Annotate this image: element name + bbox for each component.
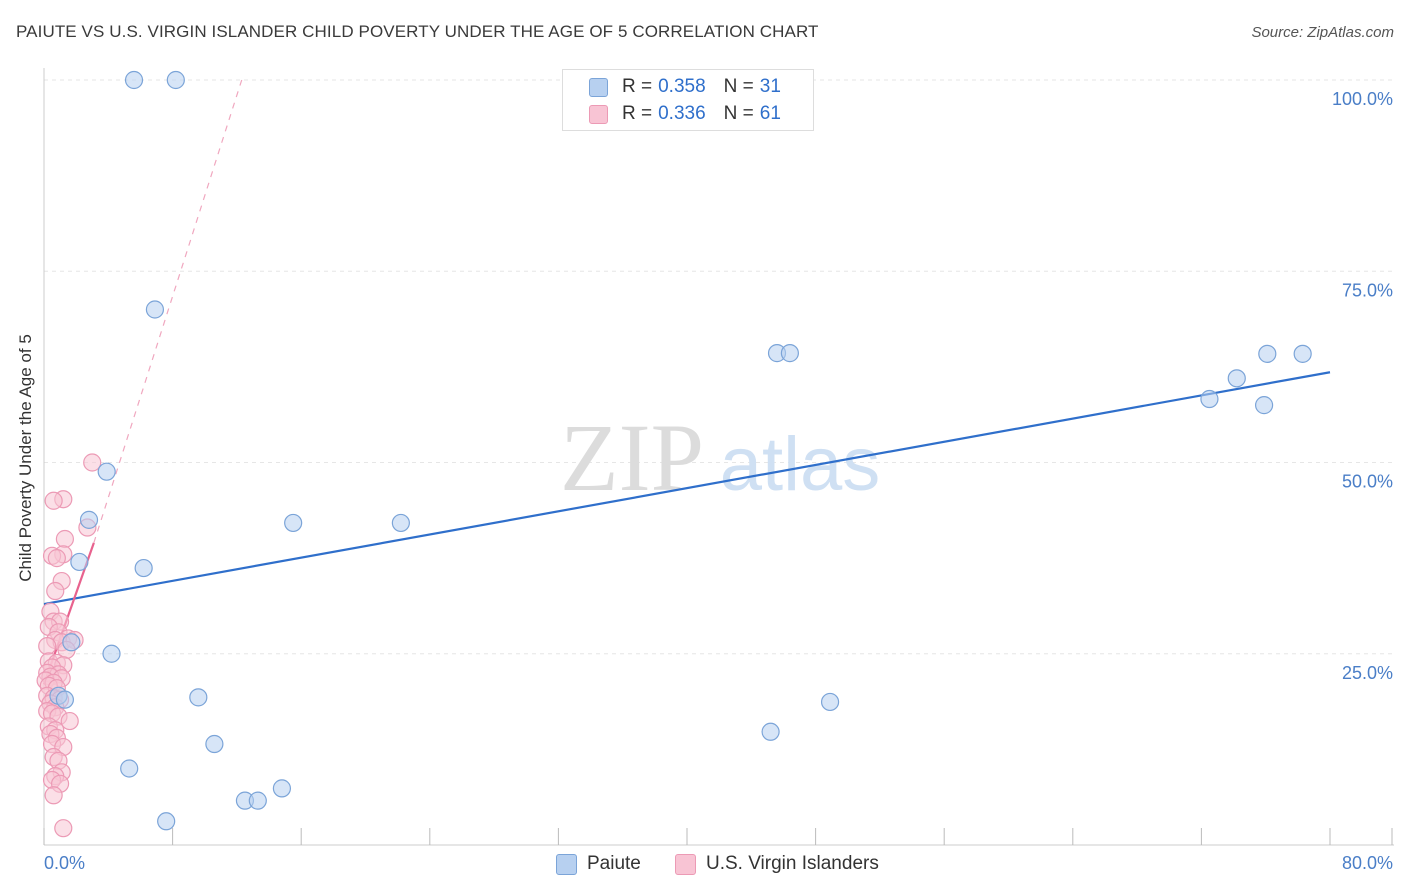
data-point-paiute (780, 344, 799, 363)
legend-n-value: 61 (759, 103, 781, 124)
y-axis-label: Child Poverty Under the Age of 5 (16, 334, 35, 582)
trend-line-paiute (43, 371, 1331, 606)
data-point-virgin-islanders (60, 711, 79, 731)
legend-swatch-virgin-islanders (589, 104, 608, 124)
trend-lines (42, 79, 1331, 685)
bottom-legend-virgin-islanders: U.S. Virgin Islanders (675, 851, 879, 877)
chart-title: PAIUTE VS U.S. VIRGIN ISLANDER CHILD POV… (16, 22, 819, 41)
data-point-paiute (205, 734, 224, 754)
source-label: Source: ZipAtlas.com (1251, 24, 1394, 41)
data-point-paiute (166, 70, 185, 90)
data-point-paiute (1293, 344, 1312, 363)
data-point-virgin-islanders (46, 581, 65, 601)
data-point-virgin-islanders (44, 491, 63, 510)
data-point-virgin-islanders (55, 529, 74, 549)
bottom-legend-label-paiute: Paiute (587, 853, 641, 874)
data-point-paiute (1258, 344, 1277, 363)
data-point-virgin-islanders (44, 786, 63, 805)
legend-row-paiute: R = 0.358 N = 31 (589, 75, 787, 99)
x-tick-label: 80.0% (1342, 853, 1393, 873)
bottom-legend-swatch-virgin-islanders (675, 853, 696, 875)
data-point-paiute (761, 722, 780, 741)
data-point-paiute (391, 513, 410, 533)
data-point-paiute (157, 812, 176, 831)
data-point-paiute (1227, 369, 1246, 388)
y-tick-label: 25.0% (1342, 663, 1393, 683)
bottom-legend-swatch-paiute (556, 853, 577, 875)
legend-n-value: 31 (759, 76, 781, 97)
legend: R = 0.358 N = 31 R = 0.336 N = 61 (562, 69, 814, 131)
data-point-paiute (145, 300, 165, 319)
watermark-atlas: atlas (720, 422, 881, 507)
bottom-legend-label-virgin-islanders: U.S. Virgin Islanders (706, 853, 879, 874)
y-tick-label: 50.0% (1342, 472, 1393, 492)
data-point-paiute (62, 633, 81, 652)
y-tick-label: 100.0% (1332, 89, 1393, 109)
data-points (36, 70, 1312, 838)
legend-swatch-paiute (589, 77, 608, 97)
data-point-paiute (820, 692, 840, 712)
data-point-paiute (55, 690, 74, 709)
data-point-paiute (70, 552, 89, 572)
watermark: ZIP atlas (560, 404, 880, 511)
legend-r-value: 0.336 (658, 103, 706, 124)
data-point-paiute (284, 513, 303, 533)
data-point-virgin-islanders (38, 636, 57, 656)
data-point-paiute (97, 462, 116, 481)
legend-row-virgin-islanders: R = 0.336 N = 61 (589, 102, 787, 126)
tick-labels: 100.0% 75.0% 50.0% 25.0% 0.0% 80.0% (44, 89, 1393, 873)
data-point-paiute (134, 558, 153, 578)
data-point-paiute (102, 644, 121, 663)
data-point-virgin-islanders (47, 549, 66, 568)
x-tick-label: 0.0% (44, 853, 85, 873)
data-point-paiute (79, 510, 99, 529)
data-point-virgin-islanders (83, 453, 102, 472)
data-point-paiute (248, 791, 267, 810)
trend-line-extension-virgin-islanders (93, 79, 243, 544)
data-point-paiute (1254, 396, 1274, 415)
data-point-paiute (189, 688, 208, 707)
data-point-paiute (1200, 389, 1219, 409)
legend-r-value: 0.358 (658, 76, 706, 97)
bottom-legend-paiute: Paiute (556, 851, 641, 877)
data-point-virgin-islanders (54, 819, 73, 838)
legend-n-label: N = (723, 103, 754, 124)
legend-r-label: R = (622, 76, 653, 97)
y-tick-label: 75.0% (1342, 280, 1393, 300)
data-point-paiute (124, 70, 144, 90)
watermark-zip: ZIP (560, 404, 704, 511)
data-point-paiute (120, 759, 139, 778)
legend-r-label: R = (622, 103, 653, 124)
data-point-paiute (272, 779, 292, 798)
legend-n-label: N = (723, 76, 754, 97)
